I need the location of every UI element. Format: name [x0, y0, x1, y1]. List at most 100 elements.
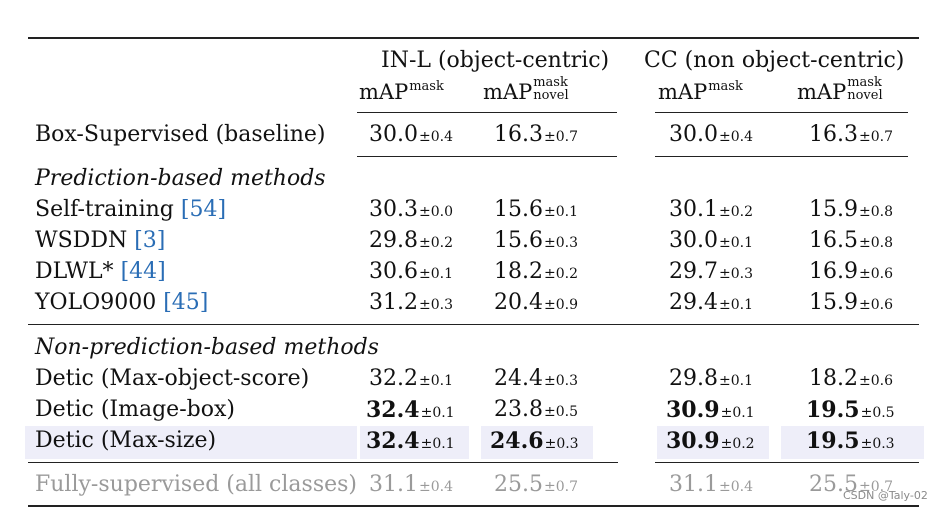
cell: 19.5±0.5: [806, 397, 895, 426]
row-label-max-object-score: Detic (Max-object-score): [35, 366, 310, 391]
col-map-text: mAP: [658, 80, 708, 104]
citation-link[interactable]: [54]: [180, 197, 227, 222]
cell-std: ±0.1: [718, 235, 753, 251]
bottom-rule: [28, 505, 919, 507]
cell-std: ±0.2: [720, 436, 755, 452]
cell-std: ±0.1: [420, 436, 455, 452]
cell-value: 29.4: [669, 290, 718, 315]
cell: 32.4±0.1: [366, 428, 455, 457]
cell-std: ±0.7: [858, 479, 893, 495]
cell-std: ±0.6: [858, 373, 893, 389]
cell: 30.3±0.0: [369, 197, 453, 225]
cell: 24.6±0.3: [490, 428, 579, 457]
cell-std: ±0.8: [858, 235, 893, 251]
cell: 31.1±0.4: [369, 472, 453, 500]
cell-value: 30.6: [369, 259, 418, 284]
row-highlight-c3: [657, 426, 769, 459]
cell-std: ±0.1: [718, 297, 753, 313]
cell: 29.7±0.3: [669, 259, 753, 287]
baseline-rule-cc: [655, 156, 908, 157]
row-label-max-size: Detic (Max-size): [35, 428, 217, 453]
row-label-fully-supervised: Fully-supervised (all classes): [35, 472, 358, 497]
row-label-text: YOLO9000: [35, 290, 164, 315]
cell: 30.0±0.4: [669, 122, 753, 150]
citation-link[interactable]: [44]: [120, 259, 166, 284]
cell-std: ±0.4: [718, 129, 753, 145]
cell-std: ±0.3: [418, 297, 453, 313]
row-label-box-supervised: Box-Supervised (baseline): [35, 122, 326, 147]
group-header-cc: CC (non object-centric): [644, 48, 905, 73]
col-map-novel-sub: novel: [847, 88, 883, 103]
cell-value: 30.9: [666, 428, 720, 454]
cell-std: ±0.6: [858, 266, 893, 282]
cell-std: ±0.0: [418, 204, 453, 220]
cell-value: 29.7: [669, 259, 718, 284]
cell: 30.0±0.1: [669, 228, 753, 256]
cell: 31.2±0.3: [369, 290, 453, 318]
col-header-map-cc: mAPmask: [658, 79, 743, 108]
col-header-map-novel-cc: mAP mask novel: [797, 76, 883, 106]
cell: 18.2±0.2: [494, 259, 578, 287]
citation-link[interactable]: [45]: [163, 290, 209, 315]
col-map-novel-sup: mask: [533, 75, 568, 90]
row-label-wsddn: WSDDN [3]: [35, 228, 165, 254]
cell-std: ±0.2: [543, 266, 578, 282]
cell-value: 20.4: [494, 290, 543, 315]
cell-value: 18.2: [809, 366, 858, 391]
col-map-novel-sub: novel: [533, 88, 569, 103]
cell-value: 25.5: [494, 472, 543, 497]
row-label-text: Self-training: [35, 197, 181, 222]
col-map-text: mAP: [359, 80, 409, 104]
cell: 29.4±0.1: [669, 290, 753, 318]
cell-value: 31.2: [369, 290, 418, 315]
row-highlight-c2: [481, 426, 593, 459]
cell-value: 29.8: [669, 366, 718, 391]
cell-std: ±0.7: [543, 129, 578, 145]
cell-std: ±0.4: [718, 479, 753, 495]
cell: 30.9±0.1: [666, 397, 755, 426]
cell-value: 30.1: [669, 197, 718, 222]
cell: 31.1±0.4: [669, 472, 753, 500]
cell: 32.2±0.1: [369, 366, 453, 394]
cell: 16.5±0.8: [809, 228, 893, 256]
row-highlight-c1: [360, 426, 469, 459]
citation-link[interactable]: [3]: [134, 228, 166, 253]
cell-value: 25.5: [809, 472, 858, 497]
row-label-text: WSDDN: [35, 228, 135, 253]
header-rule-cc: [655, 112, 908, 113]
cell-value: 16.3: [494, 122, 543, 147]
cell-value: 15.6: [494, 228, 543, 253]
col-header-map-novel-inl: mAP mask novel: [483, 76, 569, 106]
cell: 24.4±0.3: [494, 366, 578, 394]
cell: 18.2±0.6: [809, 366, 893, 394]
row-label-yolo9000: YOLO9000 [45]: [35, 290, 208, 316]
header-rule-inl: [357, 112, 617, 113]
cell-value: 31.1: [369, 472, 418, 497]
cell-std: ±0.1: [718, 373, 753, 389]
cell-value: 30.3: [369, 197, 418, 222]
mid-rule-1: [28, 324, 919, 325]
mid-rule-2-right: [655, 462, 919, 463]
col-map-sup: mask: [708, 79, 743, 94]
cell: 15.6±0.1: [494, 197, 578, 225]
cell-value: 30.0: [669, 122, 718, 147]
mid-rule-2-left: [28, 462, 618, 463]
cell: 16.3±0.7: [494, 122, 578, 150]
cell: 15.6±0.3: [494, 228, 578, 256]
cell-std: ±0.1: [543, 204, 578, 220]
cell: 32.4±0.1: [366, 397, 455, 426]
cell: 30.0±0.4: [369, 122, 453, 150]
cell: 25.5±0.7: [494, 472, 578, 500]
cell-std: ±0.3: [544, 436, 579, 452]
cell-value: 15.9: [809, 290, 858, 315]
top-rule: [28, 37, 919, 39]
cell-value: 16.3: [809, 122, 858, 147]
watermark: CSDN @Taly-02: [843, 489, 928, 502]
cell-value: 31.1: [669, 472, 718, 497]
col-header-map-inl: mAPmask: [359, 79, 444, 108]
col-map-sup: mask: [409, 79, 444, 94]
cell-value: 30.0: [669, 228, 718, 253]
cell-value: 18.2: [494, 259, 543, 284]
group-header-inl: IN-L (object-centric): [381, 48, 610, 73]
cell-value: 16.9: [809, 259, 858, 284]
